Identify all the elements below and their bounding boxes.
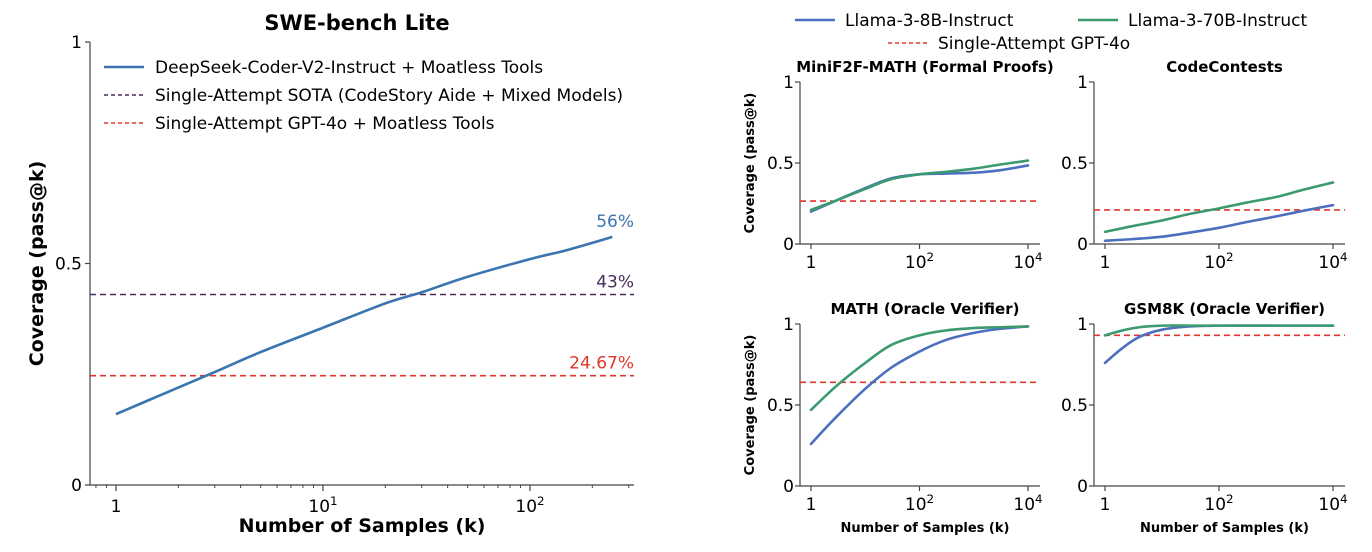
y-tick-label: 1 xyxy=(783,315,794,335)
y-tick-label: 0 xyxy=(783,477,794,497)
y-tick-label: 0.5 xyxy=(767,154,794,174)
hline-label-0: 43% xyxy=(596,273,634,293)
legend-label: Single-Attempt GPT-4o xyxy=(938,34,1130,54)
x-axis-label: Number of Samples (k) xyxy=(1140,521,1309,536)
hline-label-1: 24.67% xyxy=(569,354,634,374)
y-tick-label: 0 xyxy=(71,476,82,496)
y-tick-label: 1 xyxy=(71,33,82,53)
series-Llama-3-70B-Instruct xyxy=(809,325,1030,412)
y-tick-label: 0.5 xyxy=(1061,154,1088,174)
legend-label: DeepSeek-Coder-V2-Instruct + Moatless To… xyxy=(155,58,543,78)
y-axis-label: Coverage (pass@k) xyxy=(743,93,758,234)
x-tick-label: 102 xyxy=(905,492,934,515)
gsm8k-panel: GSM8K (Oracle Verifier) 0 0.5 1 1 102 104 Numbe… xyxy=(1061,300,1348,536)
y-tick-label: 0 xyxy=(1077,235,1088,255)
x-tick-label: 1 xyxy=(806,495,817,515)
x-tick-label: 102 xyxy=(515,494,544,517)
x-tick-label: 104 xyxy=(1013,250,1042,273)
panel-title: MiniF2F-MATH (Formal Proofs) xyxy=(796,58,1054,76)
x-tick-label: 1 xyxy=(1100,495,1111,515)
x-tick-label: 1 xyxy=(1100,253,1111,273)
x-tick-label: 1 xyxy=(111,497,122,517)
panel-title: CodeContests xyxy=(1166,58,1283,76)
y-tick-label: 1 xyxy=(1077,315,1088,335)
series-Llama-3-8B-Instruct xyxy=(1103,203,1335,243)
y-tick-label: 1 xyxy=(1077,73,1088,93)
series-Llama-3-8B-Instruct xyxy=(1103,324,1335,365)
legend-label: Llama-3-70B-Instruct xyxy=(1128,11,1308,31)
x-tick-label: 102 xyxy=(905,250,934,273)
y-axis-label: Coverage (pass@k) xyxy=(743,335,758,476)
x-tick-label: 104 xyxy=(1318,250,1347,273)
series-Llama-3-70B-Instruct xyxy=(1103,324,1335,337)
codecontests-panel: CodeContests 0 0.5 1 1 102 104 xyxy=(1061,58,1348,273)
y-tick-label: 0.5 xyxy=(55,255,82,275)
y-tick-label: 0 xyxy=(783,235,794,255)
shared-legend: Llama-3-8B-Instruct Llama-3-70B-Instruct S… xyxy=(795,11,1308,54)
x-tick-label: 104 xyxy=(1318,492,1347,515)
swe-bench-chart: SWE-bench Lite 0 0.5 1 1 101 102 Number of Samp… xyxy=(26,11,634,537)
y-tick-label: 0.5 xyxy=(767,396,794,416)
series-Llama-3-70B-Instruct xyxy=(809,159,1030,212)
series-end-label: 56% xyxy=(596,212,634,232)
series-Llama-3-8B-Instruct xyxy=(809,325,1030,446)
y-tick-label: 1 xyxy=(783,73,794,93)
x-tick-label: 1 xyxy=(806,253,817,273)
x-axis-label: Number of Samples (k) xyxy=(239,515,486,537)
math-panel: MATH (Oracle Verifier) 0 0.5 1 1 102 104 Covera… xyxy=(743,300,1043,536)
legend-label: Single-Attempt GPT-4o + Moatless Tools xyxy=(155,114,495,134)
legend-label: Llama-3-8B-Instruct xyxy=(845,11,1014,31)
series-Llama-3-8B-Instruct xyxy=(809,164,1030,213)
x-axis-label: Number of Samples (k) xyxy=(841,521,1010,536)
minif2f-panel: MiniF2F-MATH (Formal Proofs) 0 0.5 1 1 102 104… xyxy=(743,58,1054,273)
legend: DeepSeek-Coder-V2-Instruct + Moatless To… xyxy=(104,58,623,134)
x-tick-label: 101 xyxy=(308,494,337,517)
legend-label: Single-Attempt SOTA (CodeStory Aide + Mi… xyxy=(155,86,623,106)
series-line xyxy=(115,235,613,416)
series-Llama-3-70B-Instruct xyxy=(1103,181,1335,234)
x-tick-label: 102 xyxy=(1204,250,1233,273)
y-axis-label: Coverage (pass@k) xyxy=(26,161,48,367)
panel-title: GSM8K (Oracle Verifier) xyxy=(1124,300,1325,318)
x-tick-label: 102 xyxy=(1204,492,1233,515)
y-tick-label: 0 xyxy=(1077,477,1088,497)
x-tick-label: 104 xyxy=(1013,492,1042,515)
y-tick-label: 0.5 xyxy=(1061,396,1088,416)
panel-title: MATH (Oracle Verifier) xyxy=(831,300,1020,318)
chart-title: SWE-bench Lite xyxy=(264,11,449,35)
